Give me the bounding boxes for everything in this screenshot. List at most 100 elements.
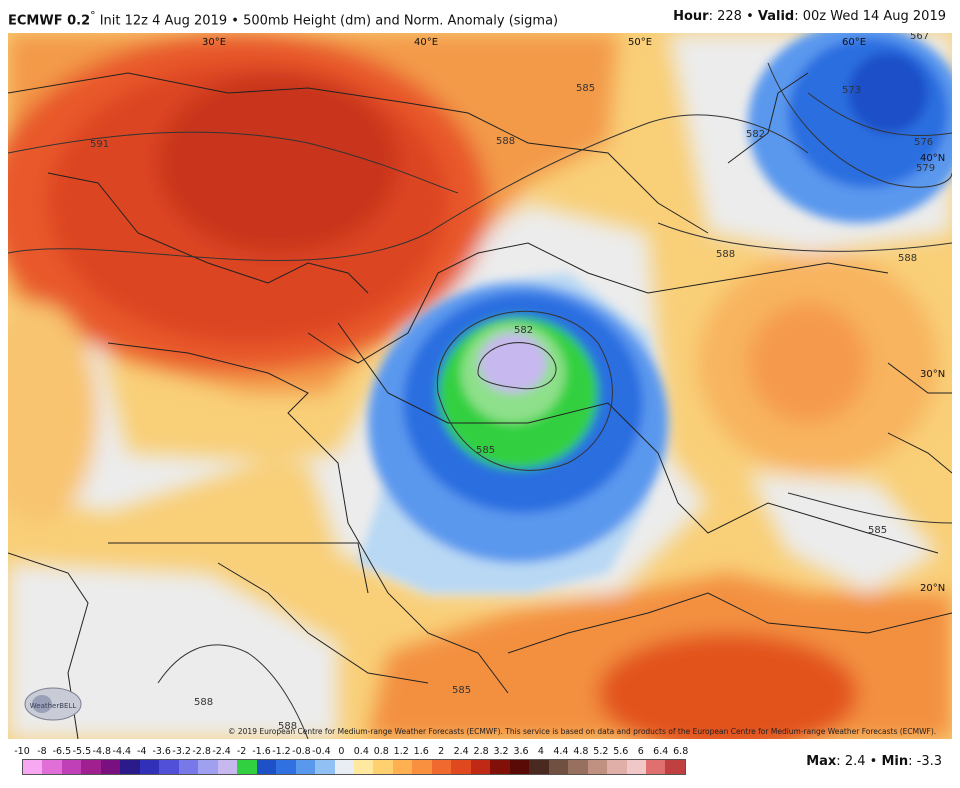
weather-map[interactable]: 591 588 585 582 585 582 588 585 576 573 … [8, 33, 952, 739]
colorbar-tick-label: 2.8 [473, 746, 489, 757]
contour-label: 585 [576, 83, 595, 94]
contour-label: 585 [452, 685, 471, 696]
contour-label: 588 [496, 136, 515, 147]
contour-label: 588 [898, 253, 917, 264]
graticule-labels: 30°E 40°E 50°E 60°E 40°N 30°N 20°N [202, 37, 945, 594]
logo-text: WeatherBELL [30, 702, 77, 710]
latitude-label: 40°N [920, 153, 945, 164]
contour-label: 588 [278, 721, 297, 732]
colorbar-segment [490, 760, 510, 774]
colorbar-tick-label: -2.8 [192, 746, 211, 757]
colorbar-segment [548, 760, 569, 774]
longitude-label: 60°E [842, 37, 866, 48]
colorbar-segment [120, 760, 140, 774]
contour-label: 588 [194, 697, 213, 708]
colorbar-segment [529, 760, 549, 774]
colorbar-segment [61, 760, 82, 774]
colorbar-segment [568, 760, 588, 774]
colorbar-segment [295, 760, 316, 774]
max-value: 2.4 [844, 754, 866, 769]
longitude-label: 40°E [414, 37, 438, 48]
colorbar-tick-label: -1.2 [272, 746, 291, 757]
colorbar-segment [315, 760, 335, 774]
min-value: -3.3 [916, 754, 942, 769]
colorbar-segment [392, 760, 413, 774]
colorbar-tick-label: 4.8 [573, 746, 589, 757]
colorbar-segment [509, 760, 530, 774]
colorbar-segment [451, 760, 471, 774]
colorbar-segment [178, 760, 199, 774]
colorbar-tick-label: -3.2 [172, 746, 191, 757]
colorbar-tick-label: -2 [236, 746, 247, 757]
colorbar-tick-label: 2 [438, 746, 445, 757]
colorbar-segment [276, 760, 296, 774]
colorbar-tick-label: 0 [338, 746, 345, 757]
colorbar-tick-label: -6.5 [52, 746, 72, 757]
colorbar-tick-label: 0.8 [373, 746, 389, 757]
model-name: ECMWF 0.2 [8, 13, 91, 29]
min-label: Min [881, 754, 909, 769]
contour-label: 582 [514, 325, 533, 336]
hour-value: 228 [717, 9, 742, 24]
colorbar-segment [412, 760, 432, 774]
colorbar-tick-label: 6.8 [673, 746, 689, 757]
colorbar-tick-label: -3.6 [152, 746, 171, 757]
legend-bar: -10 -8 -6.5 -5.5 -4.8 -4.4 -4 -3.6 -3.2 -2.8 -2.4-… [0, 740, 960, 788]
weatherbell-logo-icon: WeatherBELL [24, 687, 82, 721]
contour-label: 567 [910, 33, 929, 42]
colorbar-tick-label: -8 [37, 746, 47, 757]
colorbar-segment [431, 760, 452, 774]
contour-labels: 591 588 585 582 585 582 588 585 576 573 … [90, 33, 935, 732]
longitude-label: 30°E [202, 37, 226, 48]
colorbar-tick-label: 0.4 [353, 746, 369, 757]
colorbar-tick-label: 1.6 [413, 746, 429, 757]
colorbar-tick-label: -4.4 [112, 746, 132, 757]
copyright-credit: © 2019 European Centre for Medium-range … [228, 727, 937, 736]
colorbar-segment [353, 760, 374, 774]
colorbar-segment [81, 760, 101, 774]
colorbar-tick-label: 6.4 [653, 746, 669, 757]
colorbar-segment [373, 760, 393, 774]
colorbar-segment [139, 760, 160, 774]
max-min-readout: Max: 2.4 • Min: -3.3 [806, 754, 942, 769]
colorbar-segment [607, 760, 627, 774]
degree-symbol: ° [90, 9, 96, 22]
colorbar-segment [256, 760, 277, 774]
colorbar-tick-label: 1.2 [393, 746, 409, 757]
colorbar [22, 759, 686, 775]
colorbar-tick-label: 3.6 [513, 746, 529, 757]
contour-label: 585 [476, 445, 495, 456]
map-canvas: 591 588 585 582 585 582 588 585 576 573 … [8, 33, 952, 739]
colorbar-segment [237, 760, 257, 774]
contour-label: 579 [916, 163, 935, 174]
colorbar-segment [159, 760, 179, 774]
header-title: ECMWF 0.2° Init 12z 4 Aug 2019 • 500mb H… [8, 9, 558, 28]
product-name: 500mb Height (dm) and Norm. Anomaly (sig… [243, 13, 559, 29]
colorbar-tick-label: -5.5 [72, 746, 92, 757]
colorbar-tick-label: -4 [137, 746, 147, 757]
init-time: Init 12z 4 Aug 2019 [99, 13, 228, 29]
colorbar-tick-label: -0.8 [292, 746, 311, 757]
colorbar-segment [198, 760, 218, 774]
valid-label: Valid [757, 9, 795, 24]
colorbar-tick-label: -4.8 [92, 746, 112, 757]
colorbar-tick-label: 4.4 [553, 746, 569, 757]
colorbar-segment [42, 760, 62, 774]
colorbar-tick-label: -0.4 [312, 746, 331, 757]
colorbar-tick-label: -2.4 [212, 746, 231, 757]
colorbar-tick-label: 4 [537, 746, 544, 757]
colorbar-tick-label: -1.6 [252, 746, 271, 757]
colorbar-segment [217, 760, 238, 774]
colorbar-segment [587, 760, 608, 774]
contour-label: 573 [842, 85, 861, 96]
hour-label: Hour [673, 9, 709, 24]
colorbar-tick-label: 3.2 [493, 746, 509, 757]
valid-value: 00z Wed 14 Aug 2019 [802, 9, 946, 24]
latitude-label: 30°N [920, 369, 945, 380]
latitude-label: 20°N [920, 583, 945, 594]
separator: • [231, 13, 239, 29]
colorbar-segment [23, 760, 43, 774]
header-valid: Hour: 228 • Valid: 00z Wed 14 Aug 2019 [673, 9, 946, 24]
colorbar-tick-label: 6 [637, 746, 644, 757]
contour-label: 588 [716, 249, 735, 260]
